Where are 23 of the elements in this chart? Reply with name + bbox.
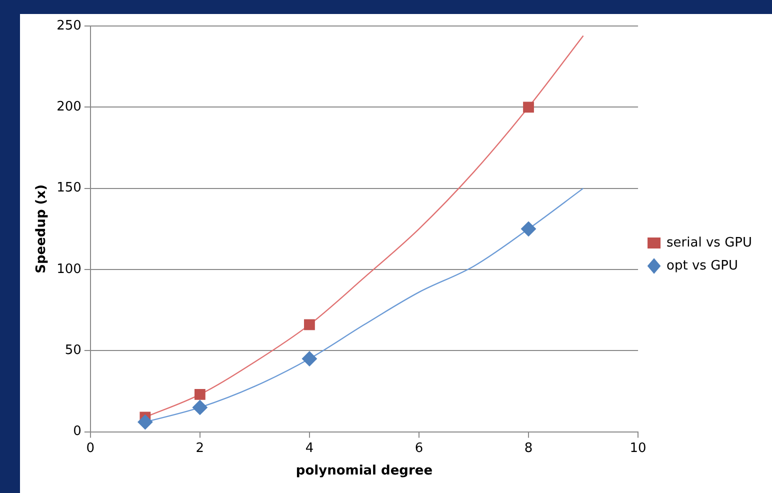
point [192, 400, 208, 415]
legend-label: opt vs GPU [666, 258, 738, 274]
point [194, 389, 206, 400]
point [523, 102, 534, 113]
point [304, 319, 315, 330]
y-tick-label: 200 [56, 100, 82, 115]
y-axis-title: Speedup (x) [34, 184, 50, 274]
x-tick-label: 10 [630, 440, 646, 456]
y-tick-label: 50 [64, 343, 82, 358]
point [302, 351, 317, 366]
x-tick-label: 6 [414, 440, 424, 456]
x-tick-label: 8 [524, 440, 533, 456]
point [138, 414, 153, 430]
x-axis-title: polynomial degree [296, 464, 433, 479]
x-tick-label: 2 [196, 440, 204, 456]
x-tick-label: 0 [86, 440, 95, 456]
y-tick-label: 100 [56, 262, 82, 277]
y-tick-label: 150 [56, 180, 82, 196]
y-tick-label: 250 [56, 18, 82, 34]
legend-label: serial vs GPU [666, 235, 752, 250]
point [521, 221, 536, 236]
x-tick-label: 4 [305, 440, 314, 456]
y-tick-label: 0 [73, 424, 82, 440]
